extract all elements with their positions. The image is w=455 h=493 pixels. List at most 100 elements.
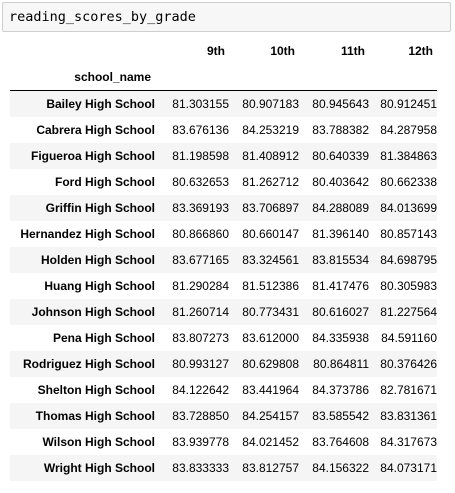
table-body: Bailey High School 81.303155 80.907183 80.9… [10, 90, 437, 481]
score-cell-12th: 81.227564 [380, 304, 437, 319]
score-cell-10th: 84.021452 [242, 434, 299, 449]
score-cell-12th: 82.781671 [380, 382, 437, 397]
score-cell-12th: 84.317673 [380, 434, 437, 449]
row-index-school-name: Holden High School [41, 252, 155, 267]
score-cell-12th: 80.857143 [380, 226, 437, 241]
row-index-school-name: Johnson High School [31, 304, 155, 319]
score-cell-9th: 80.993127 [172, 356, 229, 371]
score-cell-10th: 83.812757 [242, 460, 299, 475]
score-cell-12th: 84.591160 [381, 330, 437, 345]
score-cell-12th: 84.698795 [380, 252, 437, 267]
score-cell-9th: 80.866860 [172, 226, 229, 241]
dataframe-table: 9th 10th 11th 12th school_name Bailey Hi… [10, 37, 437, 481]
score-cell-9th: 83.833333 [172, 460, 229, 475]
row-index-school-name: Wilson High School [42, 434, 155, 449]
score-cell-11th: 83.788382 [312, 122, 369, 137]
row-index-school-name: Griffin High School [45, 200, 155, 215]
table-row: Hernandez High School 80.866860 80.660147 8… [10, 221, 437, 247]
score-cell-9th: 84.122642 [172, 382, 229, 397]
index-name-row: school_name [10, 64, 437, 91]
blank-header-cell [369, 64, 437, 91]
score-cell-12th: 80.912451 [380, 96, 437, 111]
score-cell-10th: 80.660147 [242, 226, 299, 241]
score-cell-10th: 81.512386 [242, 278, 299, 293]
table-row: Bailey High School 81.303155 80.907183 80.9… [10, 90, 437, 117]
column-header-10th: 10th [270, 43, 295, 58]
score-cell-9th: 83.807273 [172, 330, 229, 345]
score-cell-9th: 83.939778 [172, 434, 229, 449]
row-index-school-name: Bailey High School [46, 96, 155, 111]
score-cell-10th: 83.612000 [242, 330, 299, 345]
score-cell-12th: 80.662338 [380, 174, 437, 189]
score-cell-9th: 80.632653 [172, 174, 229, 189]
score-cell-11th: 84.288089 [312, 200, 369, 215]
score-cell-9th: 81.260714 [172, 304, 229, 319]
row-index-school-name: Hernandez High School [20, 226, 155, 241]
row-index-school-name: Figueroa High School [30, 148, 155, 163]
row-index-school-name: Ford High School [55, 174, 155, 189]
score-cell-11th: 80.616027 [312, 304, 369, 319]
row-index-school-name: Wright High School [43, 460, 155, 475]
score-cell-10th: 80.629808 [242, 356, 299, 371]
table-row: Pena High School 83.807273 83.612000 84.335… [10, 325, 437, 351]
blank-header-cell [155, 64, 229, 91]
score-cell-10th: 83.441964 [242, 382, 299, 397]
score-cell-11th: 84.156322 [312, 460, 369, 475]
score-cell-10th: 80.773431 [242, 304, 299, 319]
row-index-school-name: Cabrera High School [36, 122, 155, 137]
code-cell[interactable]: reading_scores_by_grade [2, 2, 451, 32]
code-cell-text: reading_scores_by_grade [9, 9, 196, 25]
table-row: Griffin High School 83.369193 83.706897 84.… [10, 194, 437, 221]
score-cell-11th: 83.585542 [312, 408, 369, 423]
score-cell-10th: 81.408912 [242, 148, 299, 163]
score-cell-11th: 84.373786 [312, 382, 369, 397]
score-cell-11th: 80.945643 [312, 96, 369, 111]
row-index-school-name: Rodriguez High School [23, 356, 155, 371]
score-cell-12th: 84.287958 [380, 122, 437, 137]
score-cell-9th: 83.369193 [172, 200, 229, 215]
table-row: Shelton High School 84.122642 83.441964 84.… [10, 377, 437, 403]
table-row: Huang High School 81.290284 81.512386 81.41… [10, 273, 437, 299]
row-index-school-name: Shelton High School [37, 382, 155, 397]
blank-header-cell [229, 64, 299, 91]
score-cell-11th: 80.864811 [313, 356, 369, 371]
score-cell-10th: 83.324561 [242, 252, 299, 267]
score-cell-10th: 81.262712 [242, 174, 299, 189]
score-cell-11th: 83.815534 [312, 252, 369, 267]
index-name-header: school_name [10, 64, 155, 91]
table-row: Ford High School 80.632653 81.262712 80.403… [10, 169, 437, 195]
score-cell-12th: 80.376426 [380, 356, 437, 371]
row-index-school-name: Huang High School [44, 278, 155, 293]
column-header-11th: 11th [340, 43, 365, 58]
score-cell-11th: 84.335938 [312, 330, 369, 345]
score-cell-10th: 83.706897 [242, 200, 299, 215]
score-cell-10th: 84.253219 [242, 122, 299, 137]
score-cell-12th: 83.831361 [380, 408, 437, 423]
column-header-row: 9th 10th 11th 12th [10, 37, 437, 64]
table-row: Holden High School 83.677165 83.324561 83.8… [10, 246, 437, 273]
score-cell-12th: 80.305983 [380, 278, 437, 293]
table-row: Rodriguez High School 80.993127 80.629808 8… [10, 350, 437, 377]
table-row: Cabrera High School 83.676136 84.253219 83.… [10, 117, 437, 143]
score-cell-10th: 84.254157 [242, 408, 299, 423]
blank-header-cell [10, 37, 155, 64]
score-cell-10th: 80.907183 [242, 96, 299, 111]
column-header-9th: 9th [207, 43, 225, 58]
score-cell-9th: 81.303155 [172, 96, 229, 111]
table-row: Figueroa High School 81.198598 81.408912 80… [10, 142, 437, 169]
score-cell-12th: 84.013699 [380, 200, 437, 215]
score-cell-11th: 80.403642 [312, 174, 369, 189]
table-row: Wright High School 83.833333 83.812757 84.1… [10, 454, 437, 481]
score-cell-11th: 81.396140 [312, 226, 369, 241]
score-cell-11th: 81.417476 [312, 278, 369, 293]
table-row: Johnson High School 81.260714 80.773431 80.… [10, 298, 437, 325]
row-index-school-name: Thomas High School [35, 408, 155, 423]
score-cell-12th: 81.384863 [380, 148, 437, 163]
table-row: Thomas High School 83.728850 84.254157 83.5… [10, 402, 437, 429]
score-cell-9th: 81.290284 [172, 278, 229, 293]
table-row: Wilson High School 83.939778 84.021452 83.7… [10, 429, 437, 455]
score-cell-9th: 83.677165 [172, 252, 229, 267]
score-cell-11th: 83.764608 [312, 434, 369, 449]
score-cell-9th: 81.198598 [172, 148, 229, 163]
column-header-12th: 12th [408, 43, 433, 58]
